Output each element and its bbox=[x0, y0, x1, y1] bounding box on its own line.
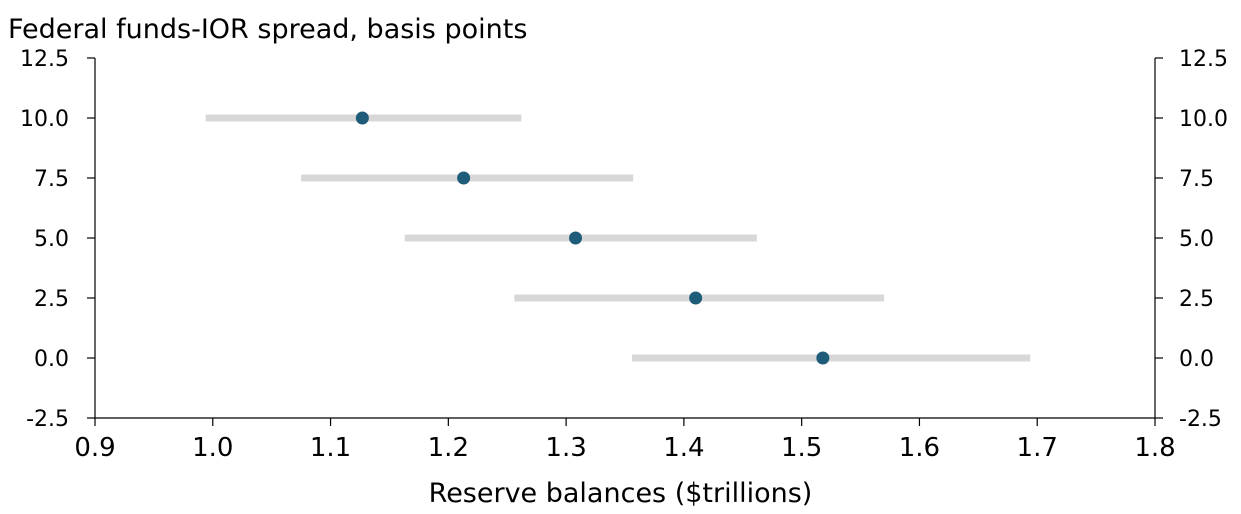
x-tick-label: 1.7 bbox=[1017, 433, 1058, 463]
x-axis-label: Reserve balances ($trillions) bbox=[428, 478, 813, 509]
chart-title: Federal funds-IOR spread, basis points bbox=[8, 14, 528, 45]
x-tick-label: 1.8 bbox=[1134, 433, 1175, 463]
data-point bbox=[569, 231, 583, 245]
x-tick-label: 1.2 bbox=[428, 433, 469, 463]
x-tick-label: 1.5 bbox=[781, 433, 822, 463]
y-tick-label-left: 12.5 bbox=[20, 47, 69, 72]
y-tick-label-right: -2.5 bbox=[1179, 407, 1222, 432]
y-tick-label-left: 0.0 bbox=[34, 347, 69, 372]
y-tick-label-left: 2.5 bbox=[34, 287, 69, 312]
data-point bbox=[689, 291, 703, 305]
y-tick-label-right: 0.0 bbox=[1179, 347, 1214, 372]
y-tick-label-right: 2.5 bbox=[1179, 287, 1214, 312]
x-tick-label: 0.9 bbox=[74, 433, 115, 463]
y-tick-label-right: 12.5 bbox=[1179, 47, 1228, 72]
x-tick-label: 1.4 bbox=[663, 433, 704, 463]
y-tick-label-right: 5.0 bbox=[1179, 227, 1214, 252]
x-tick-label: 1.6 bbox=[899, 433, 940, 463]
y-tick-label-left: 5.0 bbox=[34, 227, 69, 252]
x-tick-label: 1.0 bbox=[192, 433, 233, 463]
x-tick-label: 1.3 bbox=[545, 433, 586, 463]
y-tick-label-left: 10.0 bbox=[20, 107, 69, 132]
y-tick-label-left: 7.5 bbox=[34, 167, 69, 192]
data-point bbox=[816, 351, 830, 365]
y-tick-label-right: 7.5 bbox=[1179, 167, 1214, 192]
data-point bbox=[355, 111, 369, 125]
data-point bbox=[457, 171, 471, 185]
y-tick-label-left: -2.5 bbox=[26, 407, 69, 432]
x-tick-label: 1.1 bbox=[310, 433, 351, 463]
y-tick-label-right: 10.0 bbox=[1179, 107, 1228, 132]
